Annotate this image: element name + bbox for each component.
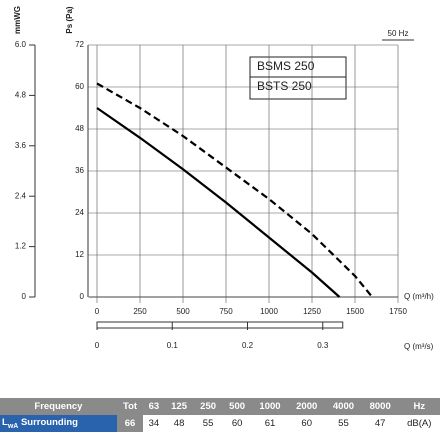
table-cell: dB(A) (398, 415, 440, 432)
x-tick-label: 500 (176, 307, 190, 316)
x-tick-label: 1750 (389, 307, 407, 316)
x2-axis-label: Q (m³/s) (404, 342, 434, 351)
table: Frequency Tot 63 125 250 500 1000 2000 4000 8000 H… (0, 398, 440, 432)
y-tick-label: 3.6 (15, 141, 27, 150)
y-tick-label: 6.0 (15, 40, 27, 49)
table-cell: 60 (288, 415, 326, 432)
table-cell: 55 (325, 415, 362, 432)
table-cell: 61 (251, 415, 289, 432)
y-axis-label: mmWG (13, 6, 22, 34)
legend-label: BSTS 250 (257, 79, 312, 93)
x-axis-label: Q (m³/h) (404, 292, 434, 301)
annotation: 50 Hz (388, 29, 409, 38)
x-tick-label: 750 (219, 307, 233, 316)
y2-tick-label: 12 (75, 250, 84, 259)
table-cell: 60 (222, 415, 252, 432)
table-cell: 250 (193, 398, 223, 415)
header-row: Frequency Tot 63 125 250 500 1000 2000 4000 8000 H… (0, 398, 440, 415)
legend-box (249, 56, 347, 100)
x2-tick-label: 0.1 (167, 341, 179, 350)
x2-tick-label: 0.2 (242, 341, 254, 350)
y2-tick-label: 72 (75, 40, 84, 49)
x2-tick-label: 0.3 (317, 341, 329, 350)
subscript: wA (7, 422, 19, 430)
y2-tick-label: 36 (75, 166, 84, 175)
data-row: LwA Surrounding 66 34 48 55 60 61 60 55 47 dB(A) (0, 415, 440, 432)
y2-tick-label: 48 (75, 124, 84, 133)
table-cell: 48 (164, 415, 194, 432)
chart: mmWG Ps (Pa) Q (m³/h) Q (m³/s) 50 Hz 0 1.… (13, 6, 434, 351)
table-cell: 500 (222, 398, 252, 415)
x-tick-label: 1250 (303, 307, 321, 316)
y-tick-label: 2.4 (15, 191, 27, 200)
x-tick-label: 1000 (260, 307, 278, 316)
row-text: Surrounding (20, 417, 78, 429)
x2-axis (96, 321, 344, 329)
table-cell: Tot (116, 398, 144, 415)
series-line (96, 82, 374, 298)
x2-tick-label: 0 (95, 341, 100, 350)
y-tick-label: 0 (22, 292, 27, 301)
table-cell: 1000 (251, 398, 289, 415)
y-tick-label: 1.2 (15, 242, 27, 251)
legend-label: BSMS 250 (257, 59, 315, 73)
x-tick-label: 0 (95, 307, 100, 316)
y2-tick-label: 60 (75, 82, 84, 91)
table-cell: 8000 (361, 398, 399, 415)
table-cell: 66 (116, 415, 144, 432)
y2-tick-label: 0 (80, 292, 85, 301)
row-label: LwA Surrounding (0, 415, 117, 432)
table-cell: Frequency (0, 398, 117, 415)
y-tick-label: 4.8 (15, 91, 27, 100)
x-tick-label: 1500 (346, 307, 364, 316)
table-cell: 2000 (288, 398, 326, 415)
table-cell: 47 (361, 415, 399, 432)
table-cell: 125 (164, 398, 194, 415)
symbol: L (2, 417, 8, 429)
table-cell: 55 (193, 415, 223, 432)
table-cell: Hz (398, 398, 440, 415)
y2-tick-label: 24 (75, 208, 84, 217)
y2-axis-label: Ps (Pa) (65, 6, 74, 33)
table-cell: 63 (143, 398, 165, 415)
series-line (96, 107, 341, 298)
table-cell: 34 (143, 415, 165, 432)
x-tick-label: 250 (133, 307, 147, 316)
table-cell: 4000 (325, 398, 362, 415)
